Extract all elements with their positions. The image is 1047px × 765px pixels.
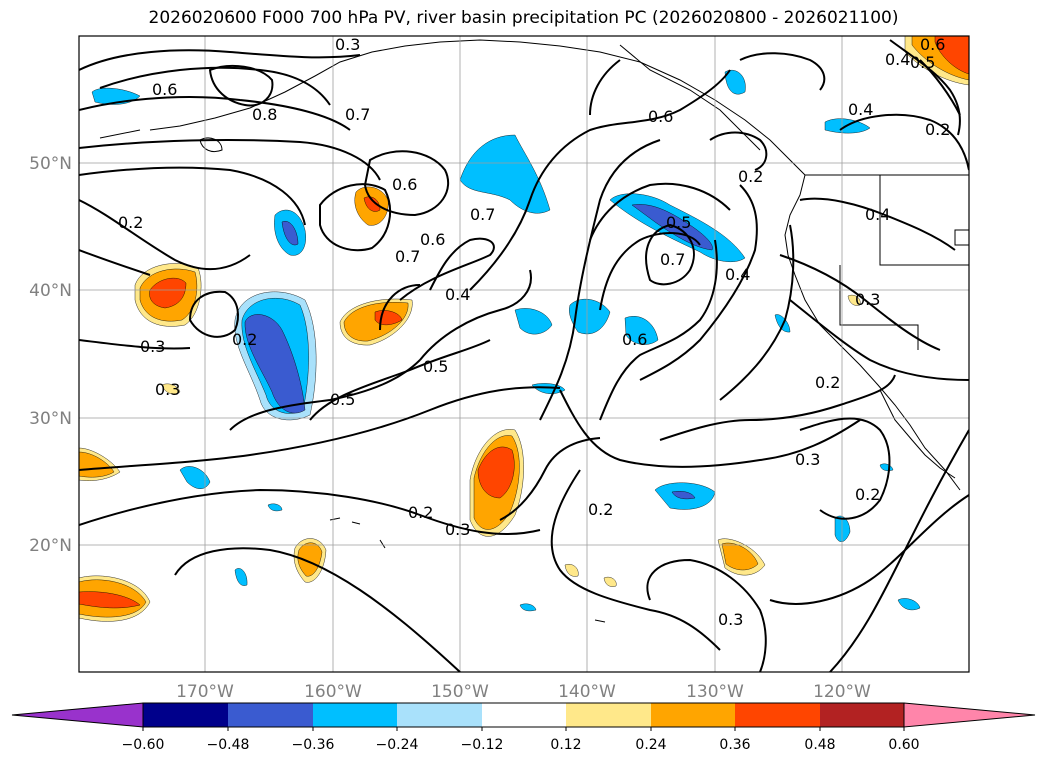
contour-label: 0.6 [648, 107, 673, 126]
colorbar-tick-label: −0.24 [376, 737, 419, 753]
contour-label: 0.2 [408, 503, 433, 522]
pos-fill-a-dark [149, 277, 187, 309]
pos-fill-l [564, 564, 579, 577]
neg-fill-t [519, 603, 537, 612]
contour-label: 0.7 [345, 105, 370, 124]
colorbar-extend-right [903, 702, 1036, 728]
neg-fill-d-dark [281, 221, 299, 246]
contour-label: 0.2 [588, 500, 613, 519]
colorbar-tick-label: −0.60 [122, 737, 165, 753]
lon-label-170w: 170°W [176, 682, 234, 702]
contour-label: 0.3 [718, 610, 743, 629]
neg-fill-f [514, 308, 553, 335]
lon-label-130w: 130°W [686, 682, 744, 702]
neg-fill-a-dark [244, 314, 306, 414]
neg-fill-l [179, 466, 211, 489]
pos-fill-f-mid [297, 542, 323, 577]
colorbar-extend-left [11, 702, 144, 728]
contour-label: 0.4 [848, 100, 873, 119]
contour-label: 0.6 [392, 175, 417, 194]
colorbar-segment [566, 703, 651, 727]
map-title: 2026020600 F000 700 hPa PV, river basin … [148, 8, 899, 28]
lon-label-150w: 150°W [431, 682, 489, 702]
contour-label: 0.7 [660, 250, 685, 269]
colorbar-segment [143, 703, 228, 727]
neg-fill-s [267, 503, 283, 512]
lon-label-140w: 140°W [558, 682, 616, 702]
contour-label: 0.6 [152, 80, 177, 99]
contour-label: 0.6 [920, 35, 945, 54]
colorbar-tick-label: 0.24 [635, 737, 666, 753]
contour-label: 0.3 [335, 35, 360, 54]
neg-fill-m [834, 515, 851, 542]
lat-label-40n: 40°N [29, 281, 72, 301]
contour-label: 0.5 [666, 213, 691, 232]
contour-label: 0.2 [232, 330, 257, 349]
latitude-labels: 50°N 40°N 30°N 20°N [29, 154, 72, 556]
pos-fill-g-mid [721, 542, 759, 571]
contour-label: 0.3 [855, 290, 880, 309]
colorbar-segment [397, 703, 482, 727]
neg-fill-q [897, 598, 921, 611]
contour-label: 0.3 [445, 520, 470, 539]
colorbar-segment [482, 703, 566, 727]
contour-label: 0.7 [470, 205, 495, 224]
colorbar: −0.60 −0.48 −0.36 −0.24 −0.12 0.12 0.24 … [11, 702, 1036, 753]
colorbar-segment [651, 703, 735, 727]
contour-label: 0.4 [725, 265, 750, 284]
lat-label-20n: 20°N [29, 536, 72, 556]
map-frame [78, 35, 970, 673]
contour-label: 0.2 [925, 120, 950, 139]
contour-label: 0.3 [155, 380, 180, 399]
neg-fill-h-dark [671, 491, 696, 500]
colorbar-segment [313, 703, 397, 727]
pos-fill-m [847, 294, 861, 306]
contour-label: 0.6 [622, 330, 647, 349]
longitude-labels: 170°W 160°W 150°W 140°W 130°W 120°W [176, 682, 871, 702]
neg-fill-b [459, 134, 551, 214]
contour-label: 0.2 [815, 373, 840, 392]
pos-fill-c-dark [477, 446, 515, 499]
contour-label: 0.4 [865, 205, 890, 224]
colorbar-tick-label: −0.48 [207, 737, 250, 753]
contour-label: 0.7 [395, 247, 420, 266]
contour-labels: 0.6 0.8 0.7 0.6 0.7 0.6 0.6 0.7 0.4 0.2 … [118, 35, 950, 629]
colorbar-segment [820, 703, 904, 727]
pos-fill-d-dark [79, 591, 141, 609]
contour-label: 0.5 [910, 53, 935, 72]
lat-label-30n: 30°N [29, 409, 72, 429]
pos-fill-k [603, 576, 617, 587]
colorbar-tick-label: 0.36 [719, 737, 750, 753]
colorbar-tick-label: −0.12 [461, 737, 504, 753]
contour-label: 0.8 [252, 105, 277, 124]
contour-label: 0.3 [140, 337, 165, 356]
contour-label: 0.2 [118, 213, 143, 232]
neg-fill-g [624, 316, 659, 345]
pv-contours [79, 39, 969, 672]
colorbar-segment [735, 703, 820, 727]
contour-label: 0.4 [885, 50, 910, 69]
contour-label: 0.2 [855, 485, 880, 504]
colorbar-tick-label: 0.48 [804, 737, 835, 753]
contour-label: 0.5 [330, 390, 355, 409]
lon-label-120w: 120°W [813, 682, 871, 702]
contour-label: 0.4 [445, 285, 470, 304]
pos-fill-j [161, 383, 181, 395]
colorbar-tick-label: 0.60 [888, 737, 919, 753]
neg-fill-o [234, 568, 248, 586]
contour-label: 0.5 [423, 357, 448, 376]
contour-label: 0.3 [795, 450, 820, 469]
neg-fill-j [724, 70, 746, 95]
lon-label-160w: 160°W [304, 682, 362, 702]
lat-label-50n: 50°N [29, 154, 72, 174]
pos-fill-h-mid [79, 451, 115, 478]
contour-label: 0.2 [738, 167, 763, 186]
contour-label: 0.6 [420, 230, 445, 249]
colorbar-tick-label: −0.36 [292, 737, 335, 753]
map-content [79, 36, 969, 672]
colorbar-segment [228, 703, 313, 727]
gridlines [79, 36, 969, 672]
colorbar-tick-label: 0.12 [550, 737, 581, 753]
